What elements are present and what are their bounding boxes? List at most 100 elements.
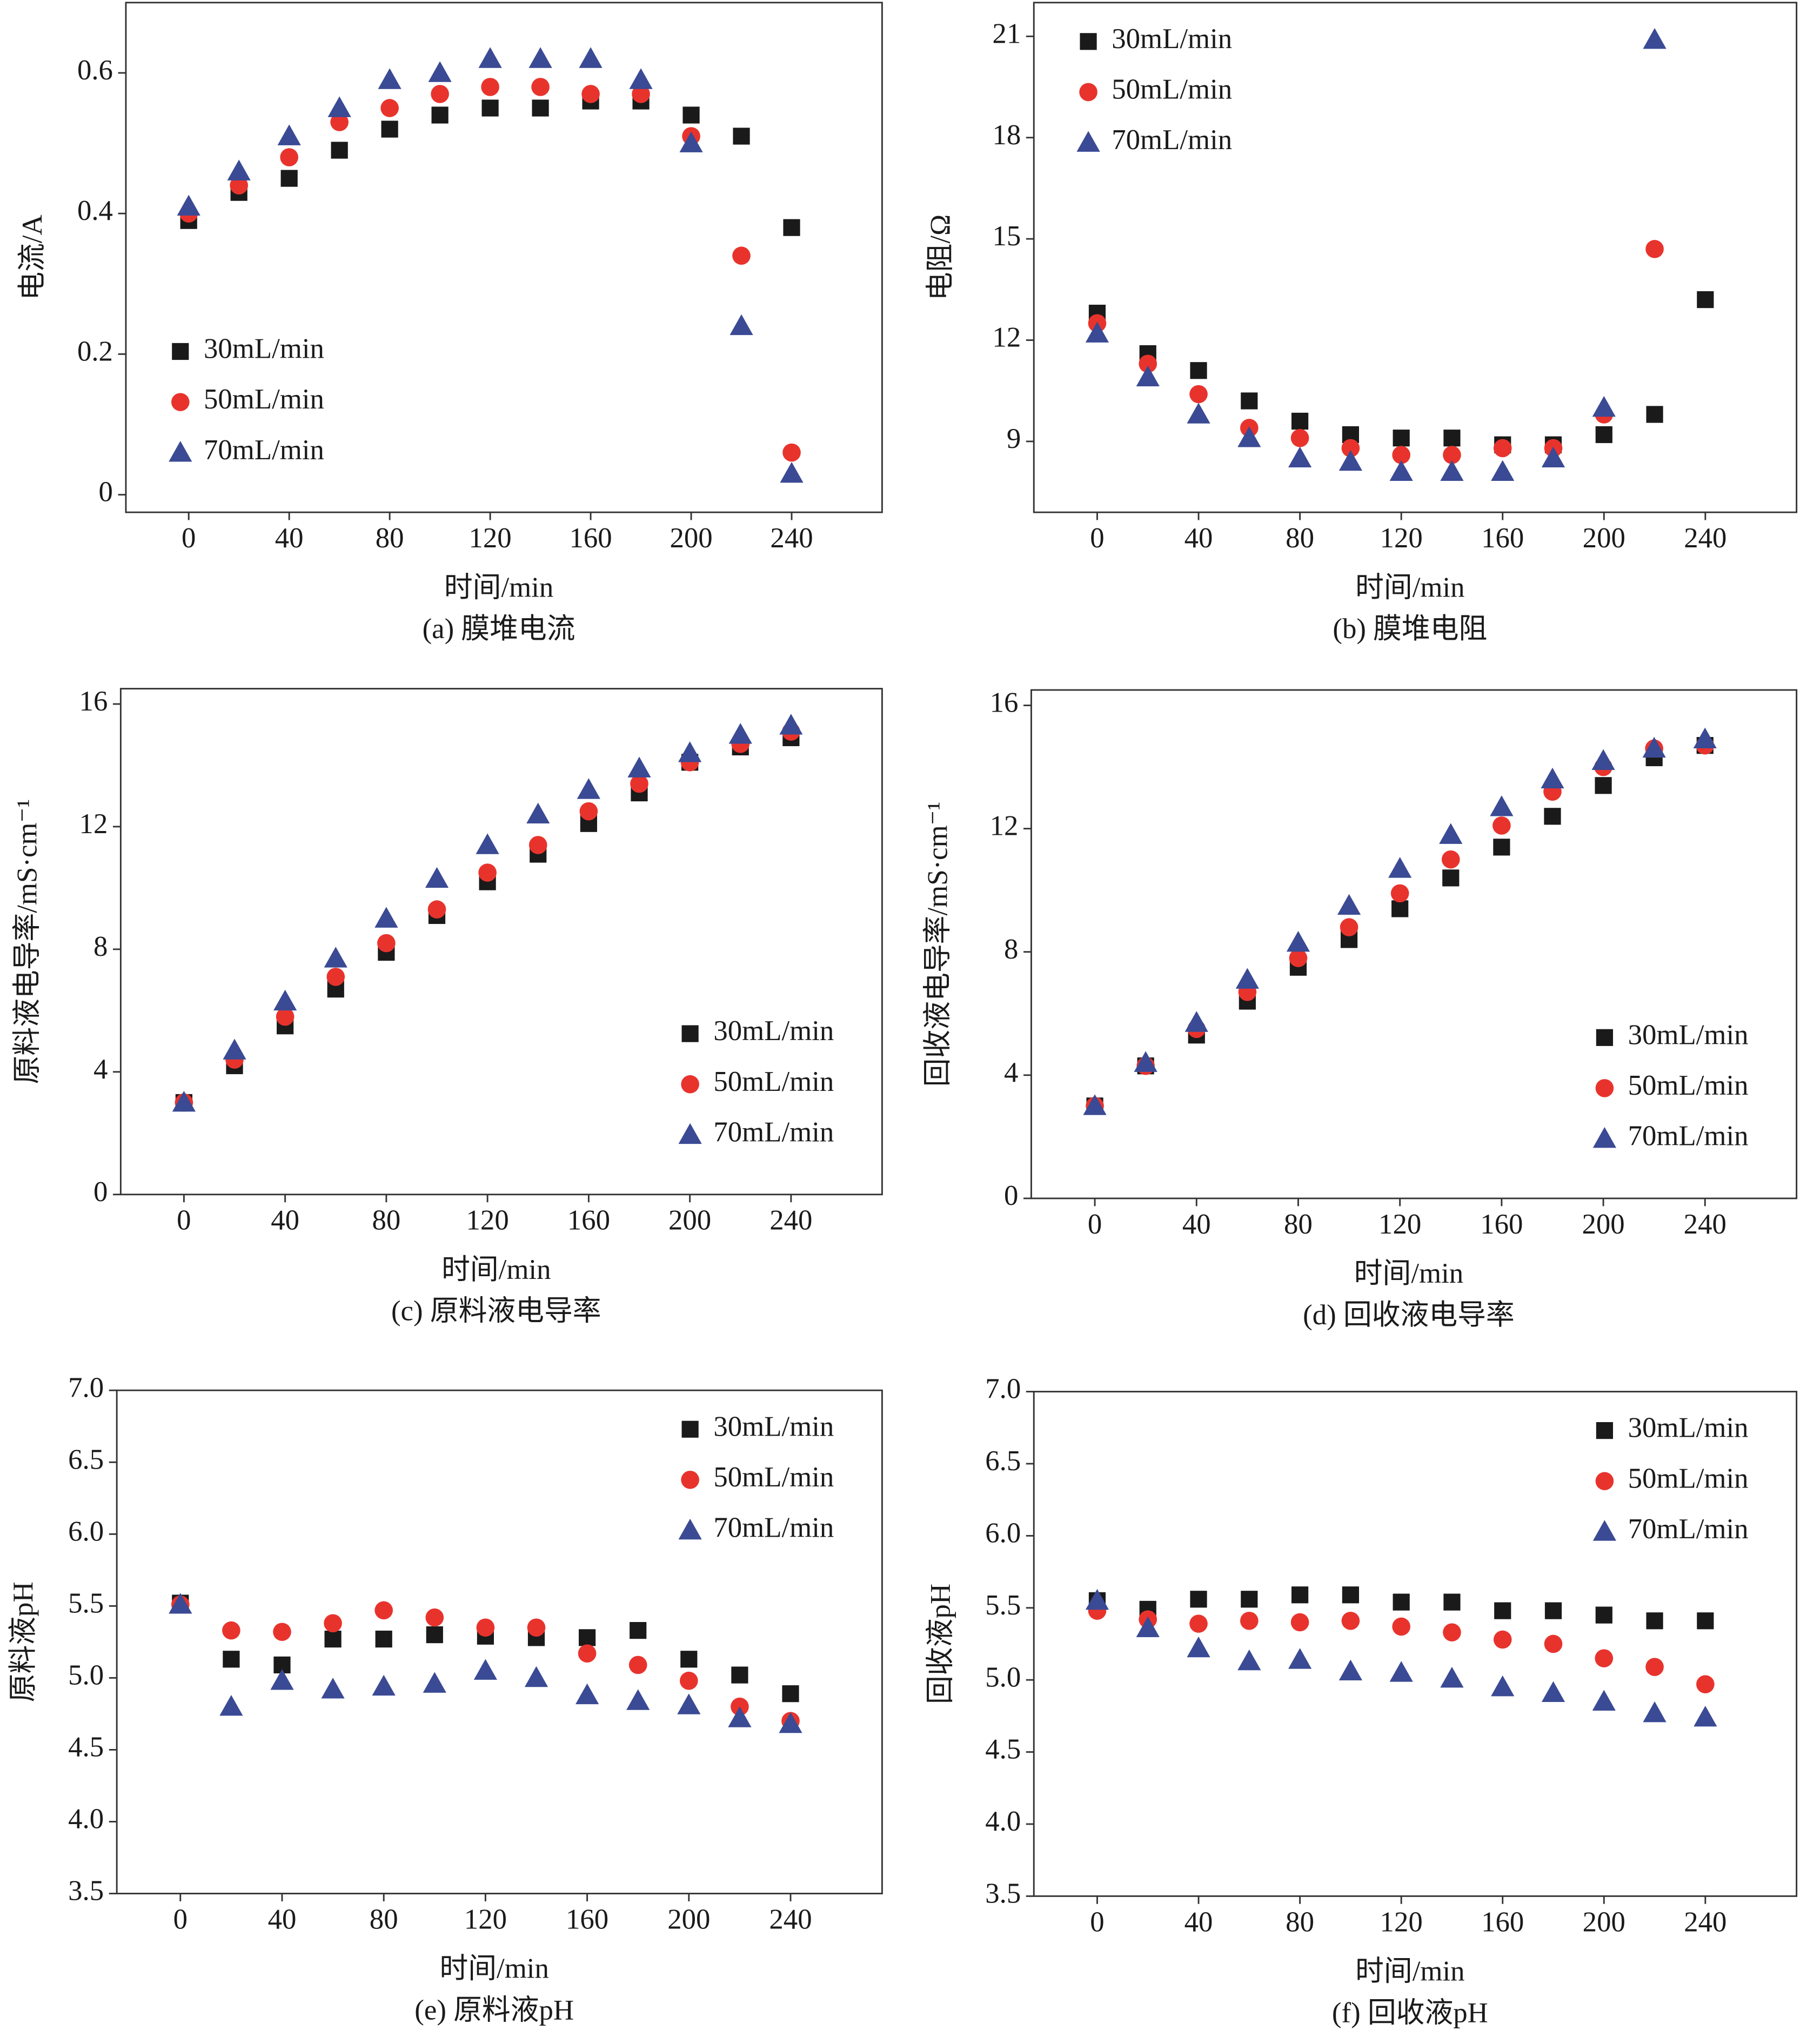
marker-circle <box>1340 918 1358 936</box>
marker-triangle <box>374 907 398 928</box>
panel-caption: (b) 膜堆电阻 <box>1333 613 1487 645</box>
marker-square <box>1544 808 1561 825</box>
marker-square <box>1241 392 1258 410</box>
marker-circle <box>632 85 650 103</box>
marker-triangle <box>526 802 550 824</box>
marker-triangle <box>1440 460 1464 481</box>
x-tick-label: 240 <box>1684 522 1726 554</box>
y-tick-label: 4.5 <box>68 1732 104 1763</box>
marker-triangle <box>1541 1681 1565 1702</box>
marker-triangle <box>575 1683 599 1705</box>
marker-square <box>1443 430 1461 447</box>
marker-triangle <box>728 1706 752 1727</box>
y-tick-label: 5.0 <box>68 1660 104 1691</box>
marker-circle <box>222 1621 240 1640</box>
marker-square <box>1190 1591 1207 1608</box>
marker-triangle <box>219 1695 243 1716</box>
marker-circle <box>1443 446 1461 464</box>
y-tick-label: 4.5 <box>985 1734 1021 1765</box>
marker-triangle <box>1136 1616 1160 1637</box>
marker-circle <box>326 968 345 986</box>
marker-triangle <box>627 756 651 778</box>
y-tick-label: 18 <box>992 119 1021 151</box>
x-tick-label: 120 <box>464 1904 507 1935</box>
marker-triangle <box>577 778 600 799</box>
x-tick-label: 0 <box>182 522 196 554</box>
marker-triangle <box>1592 1690 1616 1711</box>
marker-square <box>1544 1602 1562 1619</box>
plot-frame <box>1030 689 1798 1199</box>
legend-label: 70mL/min <box>1628 1513 1749 1545</box>
y-tick-label: 4 <box>1004 1057 1018 1088</box>
x-tick-label: 80 <box>376 522 404 554</box>
x-tick-label: 120 <box>1380 522 1423 554</box>
marker-circle <box>476 1618 495 1637</box>
marker-circle <box>528 836 547 854</box>
marker-triangle <box>1288 446 1312 467</box>
x-axis-label: 时间/min <box>444 572 553 603</box>
marker-square <box>1391 900 1409 917</box>
y-tick-label: 12 <box>990 810 1019 842</box>
marker-triangle <box>423 1672 446 1693</box>
marker-triangle <box>629 68 653 89</box>
marker-triangle <box>169 1593 192 1614</box>
marker-triangle <box>270 1669 294 1690</box>
marker-square <box>733 128 750 145</box>
marker-triangle <box>730 314 753 336</box>
marker-square <box>1443 1593 1461 1611</box>
marker-square <box>331 142 348 159</box>
marker-triangle <box>1134 1051 1157 1072</box>
marker-triangle <box>1643 1701 1667 1723</box>
marker-square <box>1442 869 1460 887</box>
marker-triangle <box>1388 857 1412 878</box>
marker-circle <box>1595 1649 1614 1667</box>
y-tick-label: 12 <box>79 808 108 840</box>
marker-triangle <box>169 441 192 462</box>
marker-triangle <box>1491 1675 1515 1697</box>
marker-circle <box>377 934 396 953</box>
marker-circle <box>427 900 446 919</box>
y-tick-label: 3.5 <box>68 1875 104 1907</box>
marker-circle <box>681 1075 699 1094</box>
marker-square <box>630 1621 647 1639</box>
y-tick-label: 16 <box>79 686 108 717</box>
marker-triangle <box>277 124 301 145</box>
legend-label: 30mL/min <box>204 333 324 365</box>
marker-triangle <box>1643 28 1667 49</box>
marker-square <box>681 1025 699 1042</box>
marker-circle <box>1189 1614 1208 1633</box>
y-tick-label: 7.0 <box>985 1373 1021 1405</box>
marker-square <box>1291 412 1309 430</box>
marker-square <box>324 1630 342 1648</box>
marker-triangle <box>1288 1648 1312 1669</box>
legend-label: 50mL/min <box>1628 1463 1749 1494</box>
marker-square <box>1080 33 1097 50</box>
marker-triangle <box>678 741 702 762</box>
marker-square <box>1241 1591 1258 1608</box>
y-axis-label: 原料液pH <box>8 1581 39 1702</box>
y-tick-label: 3.5 <box>985 1878 1021 1909</box>
marker-square <box>1595 1606 1612 1624</box>
marker-triangle <box>372 1674 396 1696</box>
marker-triangle <box>378 68 401 89</box>
x-tick-label: 240 <box>1684 1906 1726 1938</box>
y-tick-label: 6.5 <box>68 1444 104 1475</box>
y-tick-label: 16 <box>990 687 1019 719</box>
marker-circle <box>324 1614 342 1633</box>
marker-triangle <box>1338 450 1362 471</box>
marker-triangle <box>327 96 351 117</box>
x-tick-label: 80 <box>372 1205 400 1236</box>
legend-label: 70mL/min <box>204 434 324 466</box>
marker-circle <box>1290 1613 1309 1632</box>
marker-triangle <box>223 1038 246 1060</box>
marker-triangle <box>1389 460 1413 481</box>
marker-square <box>1393 430 1410 447</box>
marker-square <box>172 343 189 360</box>
marker-triangle <box>1439 823 1463 844</box>
legend-label: 50mL/min <box>713 1462 834 1493</box>
y-tick-label: 4.0 <box>985 1806 1021 1837</box>
x-tick-label: 0 <box>1090 1906 1104 1938</box>
y-tick-label: 6.5 <box>985 1445 1021 1477</box>
marker-circle <box>579 802 598 821</box>
marker-triangle <box>1237 1649 1261 1671</box>
